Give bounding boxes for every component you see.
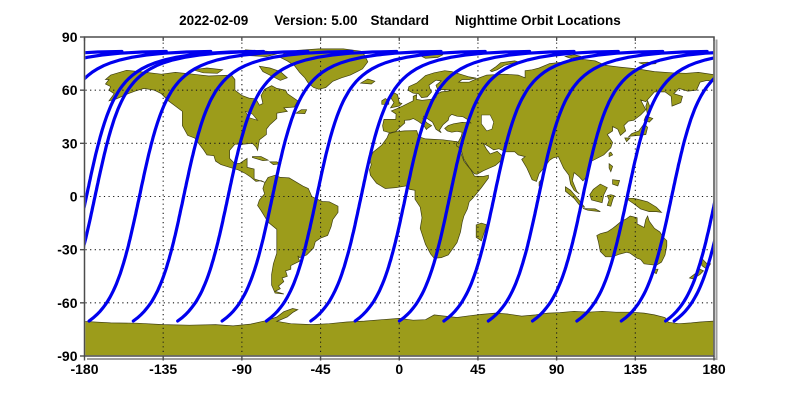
orbit-track-11-wrap: [0, 52, 33, 322]
orbit-track-11: [442, 49, 665, 323]
orbit-track-2-wrap: [672, 239, 714, 323]
land-sumatra: [565, 186, 586, 208]
land-newfoundland: [295, 109, 308, 114]
y-tick-label-60: 60: [62, 82, 78, 98]
y-tick-label-0: 0: [70, 189, 78, 205]
y-tick-label--90: -90: [57, 348, 77, 364]
plot-title: 2022-02-09 Version: 5.00 Standard Nighttime…: [0, 13, 800, 28]
x-tick-label--135: -135: [149, 361, 177, 377]
orbit-track-6: [220, 49, 443, 323]
x-tick-label-45: 45: [470, 361, 486, 377]
y-tick-label-90: 90: [62, 29, 78, 45]
land-madagascar: [475, 222, 488, 242]
land-iceland: [359, 78, 376, 85]
land-cuba: [252, 156, 270, 162]
x-tick-label--90: -90: [232, 361, 252, 377]
orbit-track-12: [486, 49, 709, 323]
orbit-track-1-wrap: [664, 201, 714, 323]
orbit-track-5: [176, 49, 399, 323]
x-tick-label-0: 0: [395, 361, 403, 377]
x-tick-label--180: -180: [70, 361, 98, 377]
land-luzon: [608, 162, 614, 173]
orbit-track-2: [85, 49, 266, 247]
y-tick-label-30: 30: [62, 135, 78, 151]
land-borneo: [589, 183, 608, 204]
orbit-track-13: [530, 51, 714, 323]
orbit-track-10: [397, 49, 620, 323]
x-tick-label-180: 180: [702, 361, 726, 377]
land-south-america: [257, 174, 339, 295]
orbit-track-7: [264, 49, 487, 323]
y-tick-label--60: -60: [57, 295, 77, 311]
orbit-track-8: [309, 49, 532, 323]
land-baffin-island: [258, 65, 288, 81]
orbit-track-1: [85, 49, 257, 210]
y-tick-label--30: -30: [57, 242, 77, 258]
title-name: Nighttime Orbit Locations: [455, 13, 621, 28]
land-taiwan: [608, 151, 614, 158]
land-sulawesi: [606, 194, 615, 207]
orbit-track-3: [87, 49, 310, 323]
orbit-track-4: [131, 49, 354, 323]
orbit-track-3-wrap: [719, 52, 800, 322]
orbit-track-14: [575, 56, 714, 323]
orbit-track-15: [619, 77, 714, 323]
land-victoria-island: [192, 67, 224, 74]
land-java: [582, 208, 601, 212]
land-great-britain: [389, 92, 403, 109]
lake-caspian-sea: [481, 114, 495, 132]
x-tick-label--45: -45: [310, 361, 330, 377]
orbit-track-layer: [0, 49, 800, 323]
orbit-track-4-wrap: [763, 52, 800, 322]
land-kyushu: [624, 137, 631, 143]
orbit-track-9: [353, 49, 576, 323]
x-tick-label-135: 135: [624, 361, 648, 377]
title-mode: Standard: [370, 13, 430, 28]
x-tick-label-90: 90: [549, 361, 565, 377]
land-new-guinea: [627, 197, 663, 213]
title-version: Version: 5.00: [274, 13, 358, 28]
land-mindanao: [612, 179, 621, 187]
title-date: 2022-02-09: [179, 13, 249, 28]
land-eurasia: [382, 58, 714, 195]
